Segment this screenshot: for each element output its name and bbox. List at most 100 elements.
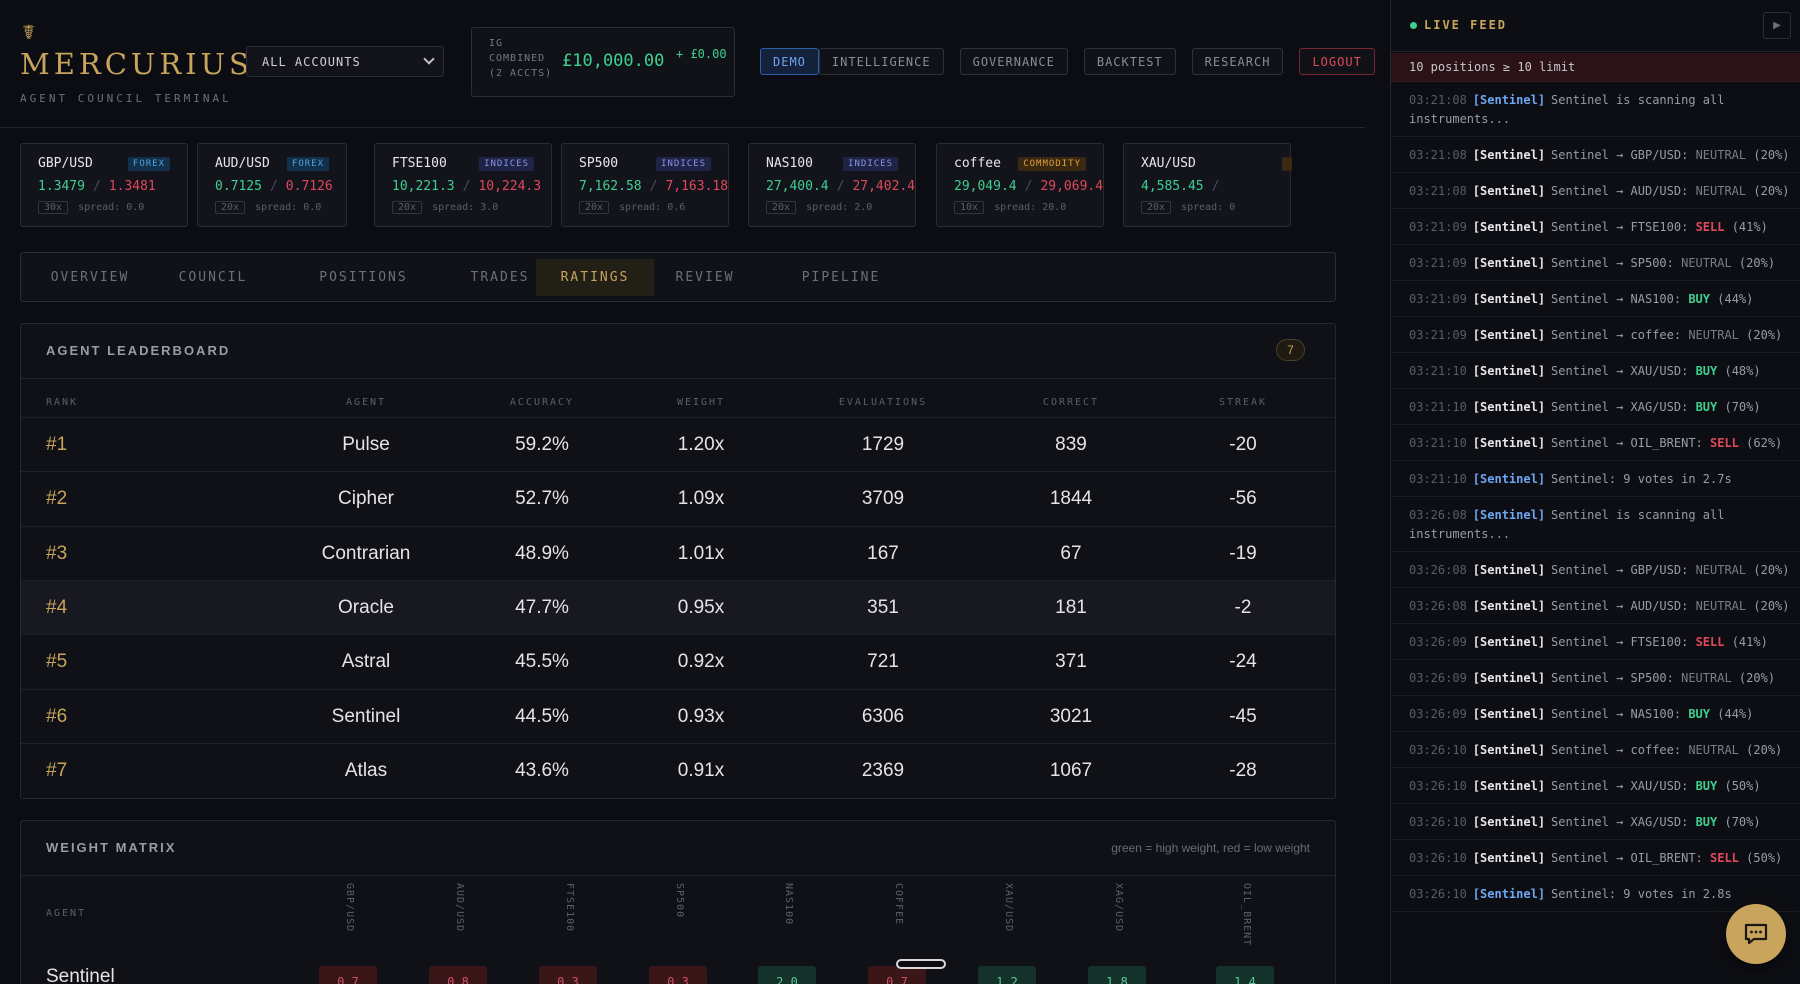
weight-matrix-cell[interactable]: 1.8 [1088, 966, 1146, 984]
play-icon: ▶ [1773, 20, 1781, 31]
ig-combined-label: IG COMBINED (2 ACCTS) [489, 38, 553, 79]
feed-entry-confidence: (41%) [1731, 220, 1768, 234]
feed-entry-time: 03:26:10 [1409, 851, 1467, 865]
tab-review[interactable]: REVIEW [675, 270, 735, 285]
ticker-card[interactable]: FTSE100 INDICES 10,221.3 / 10,224.3 20x spread… [374, 143, 552, 227]
feed-entry-time: 03:21:08 [1409, 93, 1467, 107]
weight-matrix-cell[interactable]: 0.8 [429, 966, 487, 984]
feed-entry-text: Sentinel → AUD/USD: [1551, 599, 1689, 613]
leaderboard-rank-cell: #5 [46, 651, 68, 673]
agent-count-badge: 7 [1276, 339, 1305, 361]
chat-button[interactable] [1726, 904, 1786, 964]
weight-matrix-column-header: NAS100 [783, 883, 794, 926]
live-feed-list: 03:21:08 [Sentinel] Sentinel is scanning a… [1391, 82, 1800, 912]
weight-matrix-column-header: GBP/USD [344, 883, 355, 933]
weight-matrix-cell[interactable]: 1.2 [978, 966, 1036, 984]
price-separator: / [462, 179, 471, 194]
feed-entry-text: Sentinel → SP500: [1551, 256, 1674, 270]
table-row[interactable]: #4 Oracle 47.7% 0.95x 351 181 -2 [21, 579, 1335, 634]
nav-backtest-button[interactable]: BACKTEST [1083, 48, 1176, 75]
feed-entry: 03:26:10 [Sentinel] Sentinel → coffee: NEU… [1391, 732, 1800, 768]
ticker-card[interactable]: GBP/USD FOREX 1.3479 / 1.3481 30x spread: 0.0 [20, 143, 188, 227]
ticker-meta: 10x spread: 20.0 [954, 201, 1066, 214]
leaderboard-evaluations-cell: 2369 [861, 759, 905, 781]
leaderboard-accuracy-cell: 48.9% [515, 542, 569, 564]
ticker-leverage: 20x [766, 201, 797, 214]
ticker-category-badge: FOREX [127, 157, 170, 171]
brand-subtitle: AGENT COUNCIL TERMINAL [20, 92, 232, 105]
weight-matrix-legend-note: green = high weight, red = low weight [1111, 841, 1310, 855]
leaderboard-weight-cell: 1.09x [677, 488, 725, 510]
table-row[interactable]: #1 Pulse 59.2% 1.20x 1729 839 -20 [21, 417, 1335, 471]
play-button[interactable]: ▶ [1763, 12, 1791, 39]
nav-research-button[interactable]: RESEARCH [1191, 48, 1284, 75]
tab-pipeline[interactable]: PIPELINE [801, 270, 881, 285]
leaderboard-evaluations-cell: 351 [867, 596, 899, 618]
feed-entry: 03:21:09 [Sentinel] Sentinel → FTSE100: SE… [1391, 209, 1800, 245]
weight-matrix-cell[interactable]: 0.7 [319, 966, 377, 984]
logout-button[interactable]: LOGOUT [1299, 48, 1375, 75]
column-header-agent: AGENT [345, 397, 387, 408]
weight-matrix-column-header: XAG/USD [1113, 883, 1124, 933]
tab-trades[interactable]: TRADES [470, 270, 530, 285]
feed-entry-signal: NEUTRAL [1688, 328, 1739, 342]
ticker-prices: 27,400.4 / 27,402.4 [766, 179, 915, 194]
weight-matrix-cell[interactable]: 0.3 [539, 966, 597, 984]
weight-matrix-cell[interactable]: 0.7 [868, 966, 926, 984]
feed-entry-time: 03:26:09 [1409, 635, 1467, 649]
ticker-card[interactable]: NAS100 INDICES 27,400.4 / 27,402.4 20x spread:… [748, 143, 916, 227]
leaderboard-rank-cell: #2 [46, 488, 68, 510]
table-row[interactable]: #3 Contrarian 48.9% 1.01x 167 67 -19 [21, 525, 1335, 580]
live-feed-header: LIVE FEED ▶ [1391, 0, 1800, 52]
table-row[interactable]: #5 Astral 45.5% 0.92x 721 371 -24 [21, 634, 1335, 688]
ticker-meta: 20x spread: 2.0 [766, 201, 872, 214]
table-row[interactable]: #6 Sentinel 44.5% 0.93x 6306 3021 -45 [21, 688, 1335, 743]
weight-matrix-column-header: OIL_BRENT [1241, 883, 1252, 947]
weight-matrix-cell[interactable]: 0.3 [649, 966, 707, 984]
feed-entry-signal: NEUTRAL [1695, 599, 1747, 613]
leaderboard-accuracy-cell: 52.7% [515, 488, 569, 510]
tab-ratings[interactable]: RATINGS [536, 259, 654, 296]
brand-logo[interactable]: MERCURIUS [20, 47, 253, 81]
chat-icon [1744, 923, 1768, 945]
nav-intelligence-button[interactable]: INTELLIGENCE [818, 48, 944, 75]
ticker-prices: 29,049.4 / 29,069.4 [954, 179, 1103, 194]
feed-entry-text: Sentinel → GBP/USD: [1551, 563, 1689, 577]
account-select[interactable]: ALL ACCOUNTS [246, 46, 444, 77]
tab-overview[interactable]: OVERVIEW [50, 270, 130, 285]
ticker-card[interactable]: AUD/USD FOREX 0.7125 / 0.7126 20x spread: 0.0 [197, 143, 347, 227]
weight-matrix-cell[interactable]: 2.0 [758, 966, 816, 984]
tab-positions[interactable]: POSITIONS [319, 270, 408, 285]
ticker-card[interactable]: XAU/USD 4,585.45 / 20x spread: 0 [1123, 143, 1292, 227]
feed-entry-time: 03:26:09 [1409, 707, 1467, 721]
scroll-indicator[interactable] [896, 959, 946, 969]
feed-entry-confidence: (70%) [1724, 815, 1761, 829]
table-row[interactable]: #7 Atlas 43.6% 0.91x 2369 1067 -28 [21, 742, 1335, 797]
feed-entry-source: [Sentinel] [1472, 400, 1546, 414]
leaderboard-agent-cell: Contrarian [321, 542, 411, 564]
price-separator: / [269, 179, 278, 194]
leaderboard-streak-cell: -2 [1234, 596, 1252, 618]
price-separator: / [1024, 179, 1033, 194]
ticker-bid: 27,400.4 [766, 179, 829, 194]
nav-demo-button[interactable]: DEMO [760, 48, 819, 75]
leaderboard-rank-cell: #6 [46, 705, 68, 727]
feed-entry-text: Sentinel is scanning all instruments... [1409, 508, 1725, 541]
ticker-card[interactable]: coffee COMMODITY 29,049.4 / 29,069.4 10x sprea… [936, 143, 1104, 227]
table-row[interactable]: #2 Cipher 52.7% 1.09x 3709 1844 -56 [21, 471, 1335, 525]
tab-council[interactable]: COUNCIL [178, 270, 248, 285]
feed-entry-time: 03:21:08 [1409, 148, 1467, 162]
feed-entry-signal: SELL [1695, 635, 1725, 649]
ticker-card[interactable]: SP500 INDICES 7,162.58 / 7,163.18 20x spread: … [561, 143, 729, 227]
feed-entry-source: [Sentinel] [1472, 743, 1546, 757]
feed-entry-source: [Sentinel] [1472, 508, 1546, 522]
feed-entry-text: Sentinel → coffee: [1551, 743, 1682, 757]
feed-entry-source: [Sentinel] [1472, 436, 1546, 450]
column-header-evaluations: EVALUATIONS [838, 397, 928, 408]
ticker-meta: 20x spread: 0 [1141, 201, 1235, 214]
weight-matrix-cell[interactable]: 1.4 [1216, 966, 1274, 984]
ticker-spread: spread: 0.0 [78, 202, 145, 213]
feed-entry-signal: SELL [1710, 436, 1739, 450]
nav-governance-button[interactable]: GOVERNANCE [959, 48, 1068, 75]
feed-entry-confidence: (70%) [1724, 400, 1761, 414]
